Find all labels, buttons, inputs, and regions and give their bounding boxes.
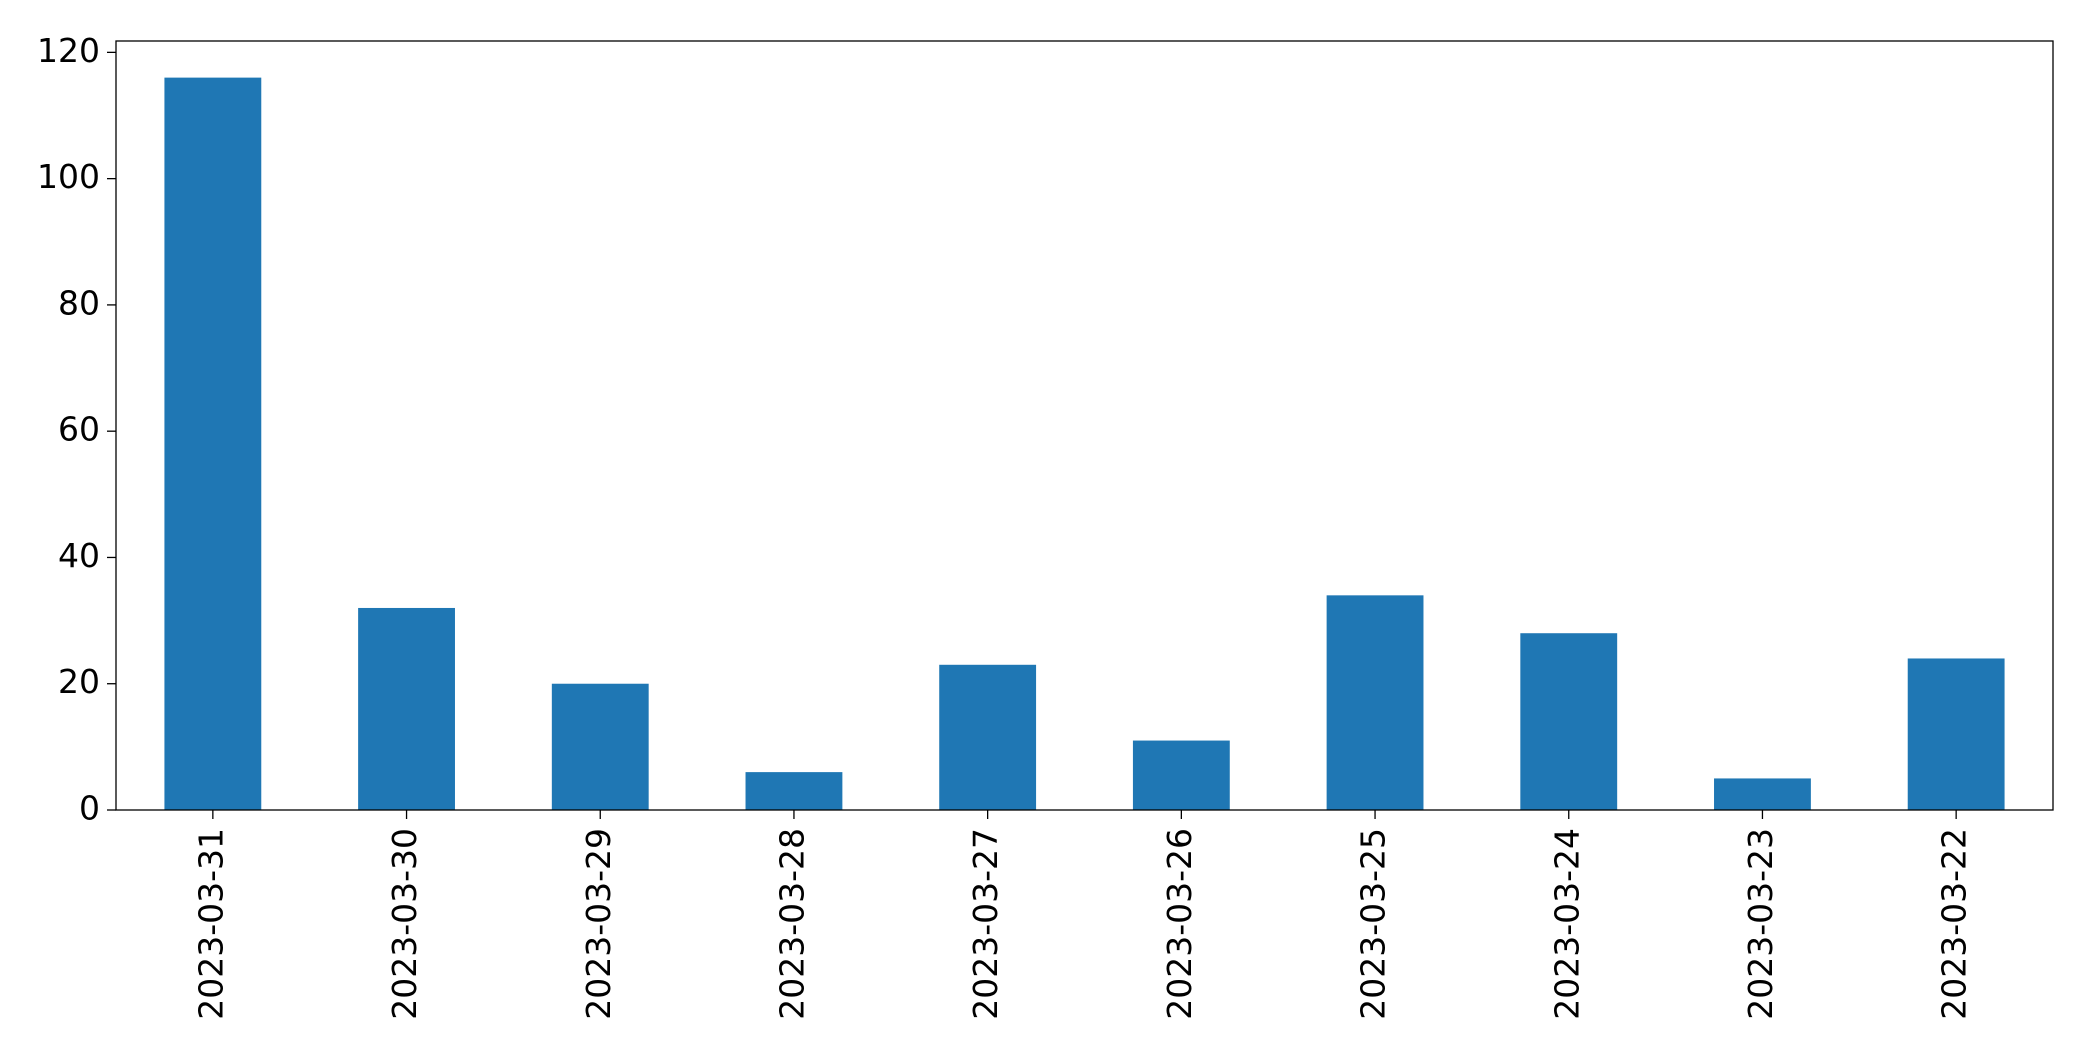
bar xyxy=(1326,595,1424,810)
bar xyxy=(745,772,843,810)
y-tick-label: 20 xyxy=(58,662,100,701)
bar xyxy=(1714,778,1811,810)
x-tick-label: 2023-03-23 xyxy=(1741,828,1780,1020)
y-tick-label: 0 xyxy=(79,789,100,828)
x-tick-label: 2023-03-22 xyxy=(1935,828,1974,1020)
bar xyxy=(358,607,455,810)
x-tick-label: 2023-03-28 xyxy=(772,828,811,1020)
bar xyxy=(939,664,1037,810)
x-tick-label: 2023-03-27 xyxy=(966,828,1005,1020)
x-tick-label: 2023-03-31 xyxy=(191,828,230,1020)
x-tick-label: 2023-03-24 xyxy=(1547,828,1586,1020)
bar xyxy=(164,77,262,811)
plot-frame xyxy=(115,40,2054,811)
bar xyxy=(1520,633,1618,810)
x-tick-label: 2023-03-25 xyxy=(1354,828,1393,1020)
bar xyxy=(1907,658,2005,810)
x-tick-label: 2023-03-30 xyxy=(385,828,424,1020)
y-tick-label: 80 xyxy=(58,283,100,322)
x-tick-label: 2023-03-29 xyxy=(579,828,618,1020)
y-tick-label: 120 xyxy=(37,31,100,70)
x-tick-label: 2023-03-26 xyxy=(1160,828,1199,1020)
bar xyxy=(551,683,649,810)
bar xyxy=(1132,740,1230,810)
y-tick-label: 100 xyxy=(37,157,100,196)
y-tick-label: 40 xyxy=(58,536,100,575)
y-tick-label: 60 xyxy=(58,410,100,449)
